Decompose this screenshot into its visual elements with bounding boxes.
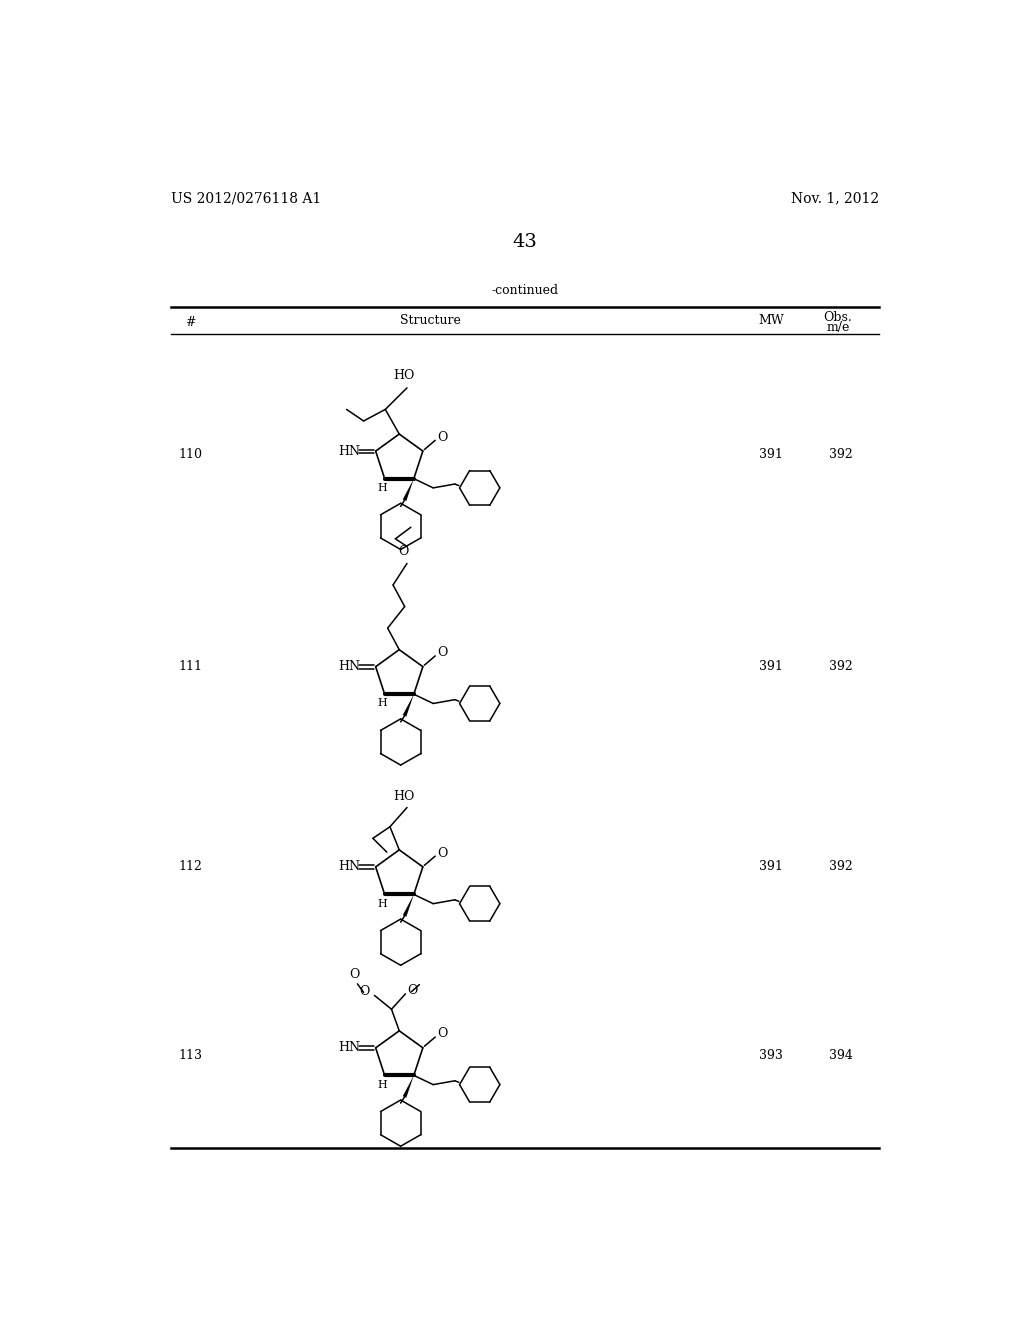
Text: 392: 392 — [829, 861, 853, 874]
Text: O: O — [398, 545, 409, 557]
Text: m/e: m/e — [826, 321, 850, 334]
Text: H: H — [378, 483, 387, 492]
Polygon shape — [402, 694, 414, 717]
Text: 113: 113 — [178, 1049, 202, 1063]
Text: Obs.: Obs. — [823, 312, 852, 325]
Text: H: H — [378, 1080, 387, 1089]
Polygon shape — [402, 479, 414, 502]
Text: O: O — [437, 430, 447, 444]
Text: O: O — [407, 983, 418, 997]
Text: O: O — [437, 1027, 447, 1040]
Text: HN: HN — [339, 445, 360, 458]
Text: HN: HN — [339, 1041, 360, 1055]
Text: O: O — [359, 985, 370, 998]
Text: 392: 392 — [829, 660, 853, 673]
Text: O: O — [349, 968, 359, 981]
Text: MW: MW — [759, 314, 784, 326]
Text: HO: HO — [393, 791, 415, 804]
Polygon shape — [402, 895, 414, 917]
Text: 391: 391 — [760, 660, 783, 673]
Text: HN: HN — [339, 861, 360, 874]
Text: Structure: Structure — [399, 314, 461, 326]
Text: US 2012/0276118 A1: US 2012/0276118 A1 — [171, 191, 321, 206]
Text: 393: 393 — [760, 1049, 783, 1063]
Text: 394: 394 — [829, 1049, 853, 1063]
Text: 112: 112 — [178, 861, 202, 874]
Text: 392: 392 — [829, 449, 853, 462]
Text: Nov. 1, 2012: Nov. 1, 2012 — [791, 191, 879, 206]
Text: 111: 111 — [178, 660, 202, 673]
Text: 391: 391 — [760, 449, 783, 462]
Text: #: # — [184, 315, 196, 329]
Text: H: H — [378, 899, 387, 908]
Text: 43: 43 — [512, 232, 538, 251]
Polygon shape — [402, 1076, 414, 1098]
Text: HO: HO — [393, 370, 415, 381]
Text: HN: HN — [339, 660, 360, 673]
Text: O: O — [437, 647, 447, 659]
Text: H: H — [378, 698, 387, 709]
Text: O: O — [437, 846, 447, 859]
Text: -continued: -continued — [492, 284, 558, 297]
Text: 110: 110 — [178, 449, 202, 462]
Text: 391: 391 — [760, 861, 783, 874]
